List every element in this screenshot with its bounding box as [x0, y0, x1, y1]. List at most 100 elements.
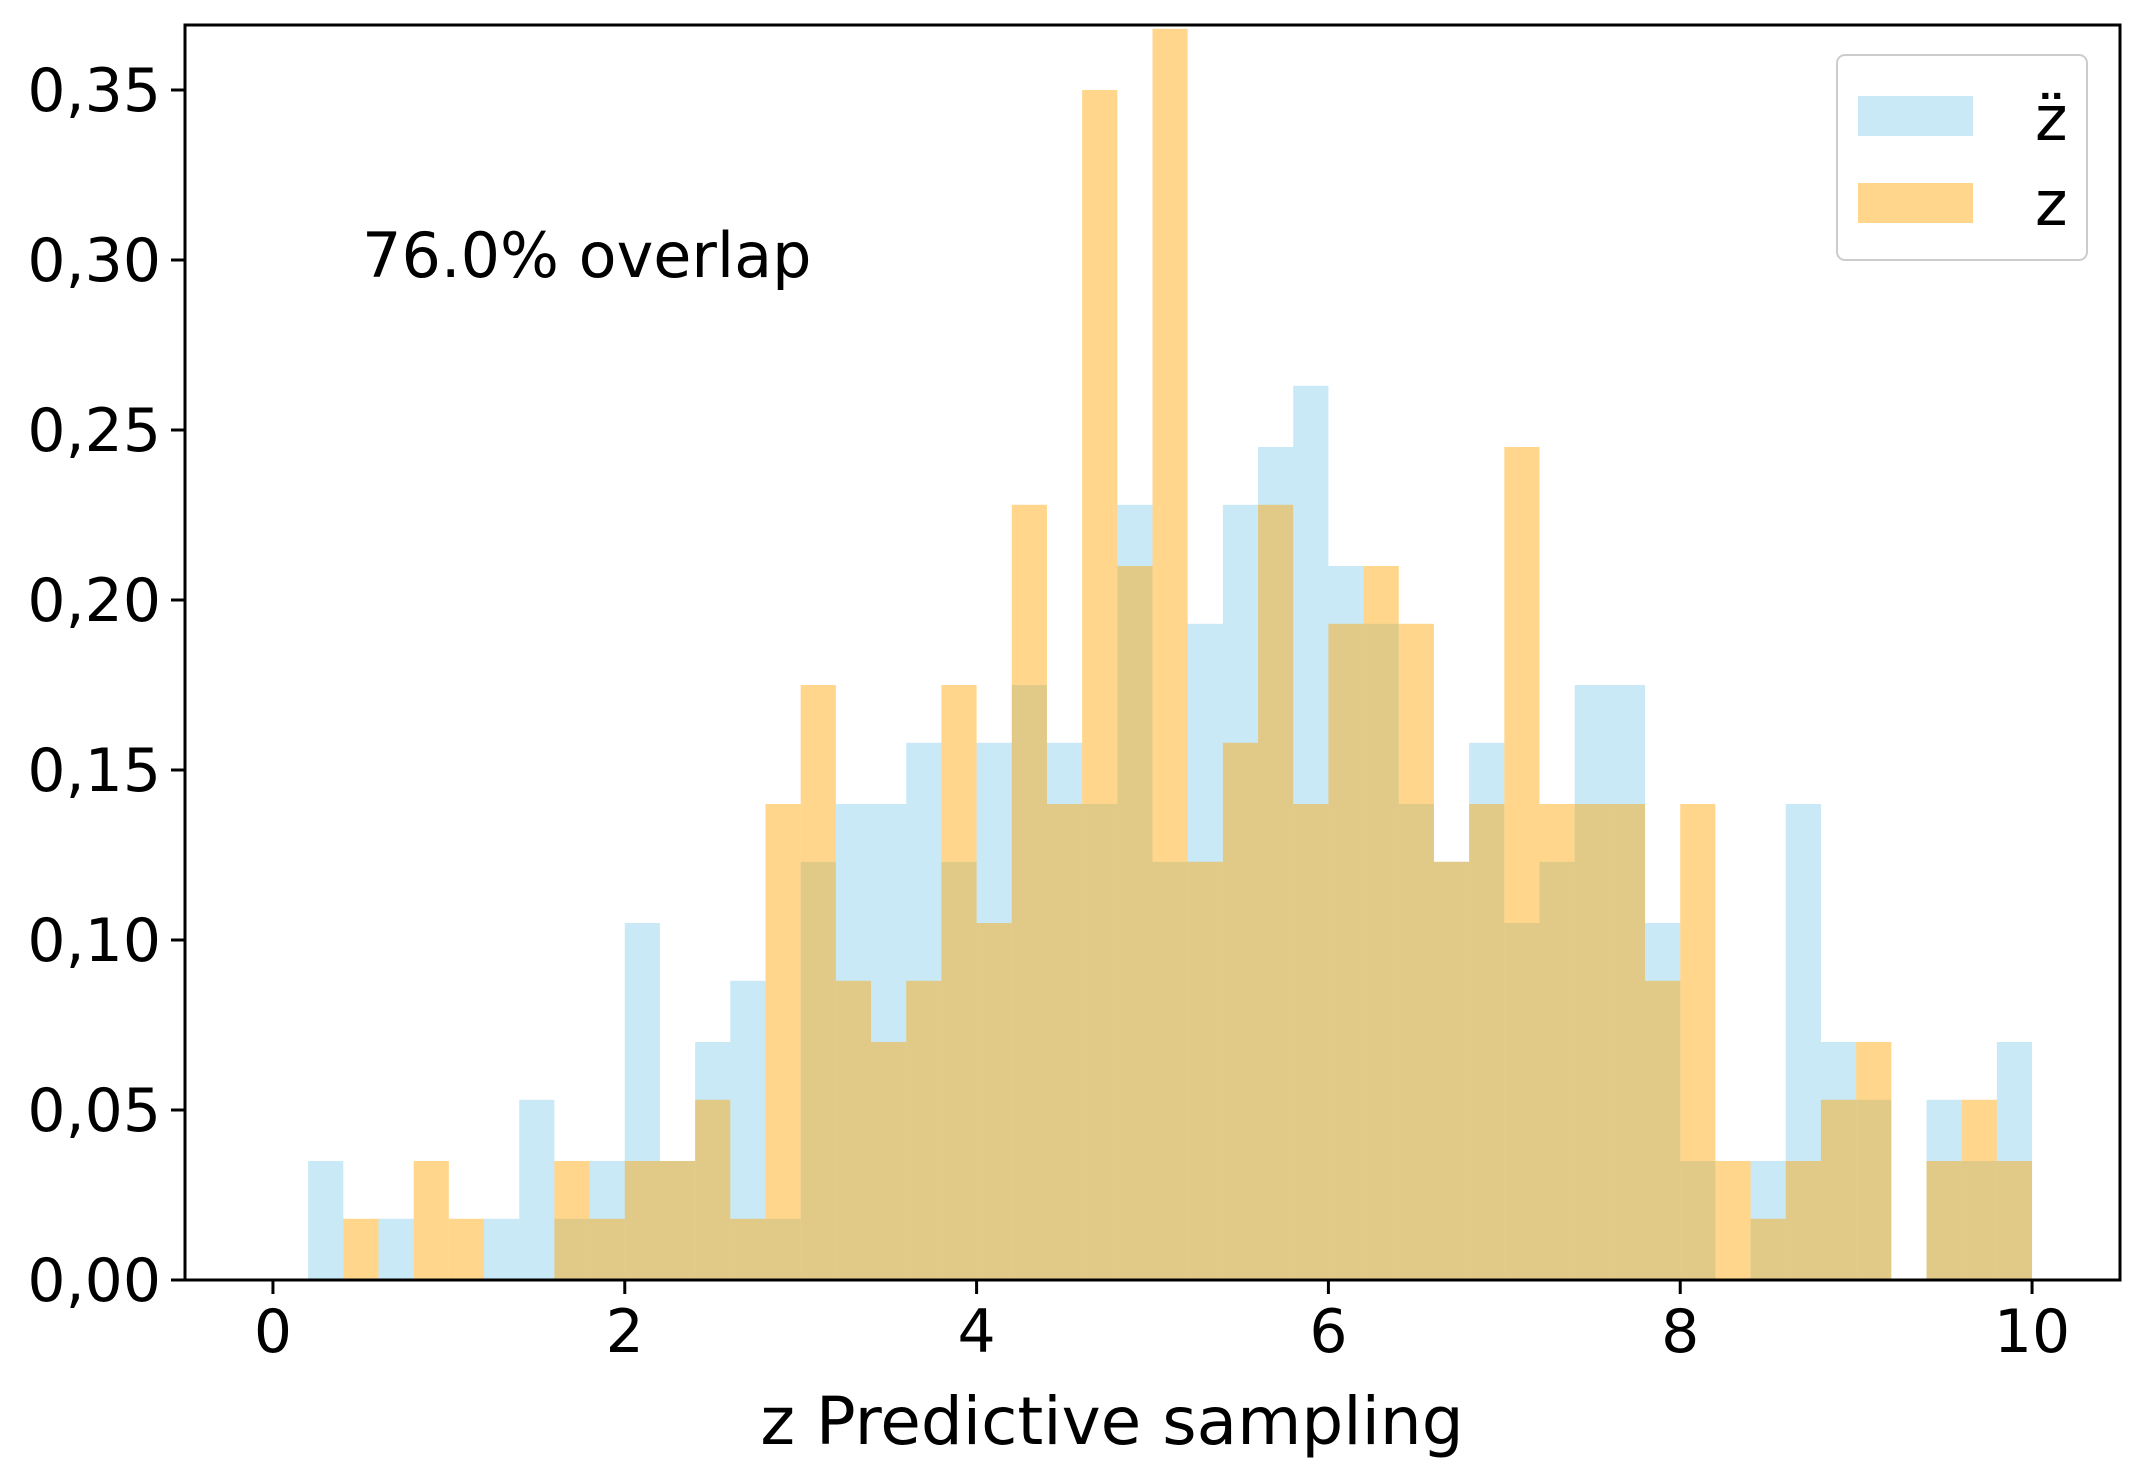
bar-series-1-bin-45	[1856, 1042, 1892, 1280]
bar-series-0-bin-49	[1996, 1042, 2033, 1280]
x-axis-ticks: 0 2 4 6 8 10	[254, 1280, 2070, 1367]
bar-series-0-bin-36	[1539, 861, 1575, 1280]
bar-series-0-bin-34	[1469, 742, 1505, 1280]
bar-series-1-bin-40	[1680, 804, 1716, 1280]
legend-label-z: z	[2035, 167, 2068, 240]
legend-swatch-z-ddot	[1858, 96, 1973, 136]
bar-series-0-bin-35	[1504, 923, 1540, 1280]
bar-series-1-bin-35	[1504, 447, 1540, 1280]
bar-series-1-bin-18	[906, 980, 942, 1280]
bar-series-1-bin-26	[1187, 861, 1223, 1280]
bar-series-1-bin-21	[1011, 504, 1047, 1280]
x-tick-label: 0	[254, 1297, 292, 1367]
y-tick-label: 0,05	[27, 1076, 161, 1146]
y-tick-label: 0,15	[27, 736, 161, 806]
x-axis-label: z Predictive sampling	[760, 1383, 1463, 1460]
legend: z̈ z	[1836, 54, 2088, 261]
bar-series-1-bin-12	[695, 1099, 731, 1280]
bar-series-0-bin-22	[1046, 742, 1083, 1280]
legend-label-z-ddot: z̈	[2035, 82, 2068, 155]
legend-swatch-z	[1858, 183, 1973, 223]
bar-series-1-bin-39	[1645, 980, 1681, 1280]
y-tick-label: 0,25	[27, 396, 161, 466]
bar-series-0-bin-19	[941, 861, 977, 1280]
bar-series-1-bin-14	[765, 804, 801, 1280]
x-tick-label: 8	[1661, 1297, 1699, 1367]
bar-series-1-bin-43	[1785, 1161, 1821, 1280]
overlap-annotation: 76.0% overlap	[362, 219, 812, 292]
bar-series-0-bin-18	[906, 742, 942, 1280]
bar-series-0-bin-30	[1328, 566, 1364, 1280]
bar-series-1-bin-31	[1363, 566, 1399, 1280]
bar-series-0-bin-45	[1856, 1099, 1892, 1280]
bar-series-1-bin-48	[1961, 1099, 1997, 1280]
bar-series-1-bin-27	[1222, 742, 1259, 1280]
bar-series-1-bin-15	[800, 685, 836, 1280]
bar-series-0-bin-15	[800, 861, 836, 1280]
bar-series-0-bin-28	[1258, 447, 1294, 1280]
bar-series-1-bin-33	[1433, 861, 1470, 1280]
bar-series-1-bin-10	[624, 1161, 660, 1280]
x-tick-label: 4	[957, 1297, 995, 1367]
bar-series-0-bin-14	[765, 1218, 801, 1280]
bar-series-1-bin-11	[659, 1161, 696, 1280]
bar-series-0-bin-17	[871, 804, 907, 1280]
bar-series-0-bin-8	[554, 1218, 590, 1280]
bar-series-0-bin-23	[1082, 804, 1118, 1280]
bar-series-1-bin-44	[1820, 1099, 1857, 1280]
bar-series-1-bin-9	[589, 1218, 625, 1280]
y-tick-label: 0,00	[27, 1246, 161, 1316]
bar-series-0-bin-12	[695, 1042, 731, 1280]
bar-series-0-bin-38	[1609, 685, 1646, 1280]
bar-series-1-bin-5	[448, 1218, 485, 1280]
y-tick-label: 0,35	[27, 56, 161, 126]
y-tick-label: 0,10	[27, 906, 161, 976]
x-tick-label: 2	[606, 1297, 644, 1367]
bar-series-1-bin-22	[1046, 804, 1083, 1280]
bar-series-0-bin-1	[308, 1161, 344, 1280]
bar-series-0-bin-11	[659, 1161, 696, 1280]
bar-series-0-bin-6	[484, 1218, 520, 1280]
bar-series-1-bin-36	[1539, 804, 1575, 1280]
bar-series-0-bin-33	[1433, 861, 1470, 1280]
bar-series-1-bin-29	[1293, 804, 1329, 1280]
bar-series-1-bin-47	[1926, 1161, 1962, 1280]
bar-series-1-bin-49	[1996, 1161, 2033, 1280]
bar-series-1-bin-37	[1574, 804, 1610, 1280]
bar-series-1-bin-23	[1082, 90, 1118, 1280]
bars-layer	[308, 28, 2033, 1280]
bar-series-1-bin-8	[554, 1161, 590, 1280]
bar-series-1-bin-4	[413, 1161, 449, 1280]
bar-series-0-bin-7	[519, 1099, 555, 1280]
bar-series-0-bin-25	[1152, 861, 1188, 1280]
bar-series-0-bin-20	[976, 742, 1012, 1280]
bar-series-1-bin-32	[1398, 623, 1434, 1280]
y-tick-label: 0,20	[27, 566, 161, 636]
bar-series-1-bin-13	[730, 1218, 766, 1280]
bar-series-0-bin-47	[1926, 1099, 1962, 1280]
bar-series-1-bin-30	[1328, 623, 1364, 1280]
bar-series-0-bin-32	[1398, 804, 1434, 1280]
bar-series-0-bin-3	[378, 1218, 414, 1280]
bar-series-0-bin-26	[1187, 623, 1223, 1280]
bar-series-1-bin-19	[941, 685, 977, 1280]
bar-series-0-bin-39	[1645, 923, 1681, 1280]
bar-series-0-bin-24	[1117, 504, 1153, 1280]
bar-series-1-bin-20	[976, 923, 1012, 1280]
bar-series-1-bin-25	[1152, 28, 1188, 1280]
bar-series-0-bin-43	[1785, 804, 1821, 1280]
bar-series-0-bin-9	[589, 1161, 625, 1280]
bar-series-1-bin-34	[1469, 804, 1505, 1280]
bar-series-1-bin-41	[1715, 1161, 1751, 1280]
bar-series-0-bin-48	[1961, 1161, 1997, 1280]
bar-series-0-bin-10	[624, 923, 660, 1280]
bar-series-0-bin-29	[1293, 385, 1329, 1280]
bar-series-0-bin-27	[1222, 504, 1259, 1280]
bar-series-0-bin-21	[1011, 685, 1047, 1280]
x-tick-label: 10	[1994, 1297, 2070, 1367]
bar-series-1-bin-42	[1750, 1218, 1786, 1280]
bar-series-0-bin-42	[1750, 1161, 1786, 1280]
bar-series-1-bin-2	[343, 1218, 379, 1280]
x-tick-label: 6	[1309, 1297, 1347, 1367]
